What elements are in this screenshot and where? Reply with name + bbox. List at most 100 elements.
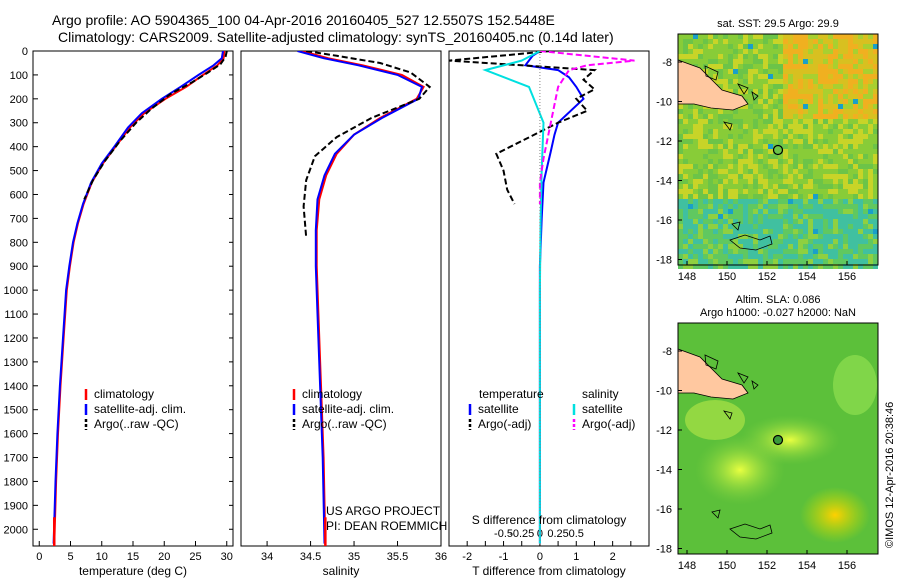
sst-cell [758, 44, 763, 49]
sst-cell [838, 89, 843, 94]
sst-cell [838, 184, 843, 189]
sst-cell [803, 104, 808, 109]
sst-cell [723, 199, 728, 204]
sst-cell [803, 54, 808, 59]
map-x-tick-label: 156 [838, 560, 856, 572]
sst-cell [713, 189, 718, 194]
sst-cell [868, 254, 873, 259]
sst-cell [818, 54, 823, 59]
sst-cell [813, 244, 818, 249]
sst-cell [723, 39, 728, 44]
sst-cell [838, 174, 843, 179]
sst-cell [778, 189, 783, 194]
sst-cell [768, 209, 773, 214]
sst-cell [808, 239, 813, 244]
sst-cell [863, 99, 868, 104]
sst-cell [858, 109, 863, 114]
sst-cell [728, 154, 733, 159]
sst-cell [693, 184, 698, 189]
sst-cell [733, 119, 738, 124]
sst-cell [713, 174, 718, 179]
sst-cell [873, 219, 878, 224]
sst-cell [788, 84, 793, 89]
sst-cell [833, 144, 838, 149]
sst-cell [828, 94, 833, 99]
depth-tick-label: 1700 [4, 453, 28, 465]
sst-cell [833, 119, 838, 124]
sst-cell [808, 99, 813, 104]
sst-cell [768, 184, 773, 189]
sst-cell [783, 239, 788, 244]
sst-cell [813, 159, 818, 164]
sst-cell [748, 49, 753, 54]
sst-cell [833, 59, 838, 64]
sst-cell [793, 94, 798, 99]
sst-cell [858, 194, 863, 199]
depth-tick-label: 1800 [4, 476, 28, 488]
sst-cell [798, 149, 803, 154]
sst-cell [693, 129, 698, 134]
sst-cell [793, 149, 798, 154]
sst-cell [783, 179, 788, 184]
sst-cell [818, 209, 823, 214]
sst-cell [783, 154, 788, 159]
sst-cell [793, 264, 798, 269]
sst-cell [843, 69, 848, 74]
sst-cell [858, 264, 863, 269]
sst-cell [718, 139, 723, 144]
sst-cell [733, 164, 738, 169]
sst-cell [793, 224, 798, 229]
sst-cell [753, 164, 758, 169]
sst-cell [838, 219, 843, 224]
sst-cell [858, 174, 863, 179]
sst-cell [793, 44, 798, 49]
sst-cell [808, 189, 813, 194]
sst-cell [773, 234, 778, 239]
sst-cell [778, 184, 783, 189]
sst-cell [723, 64, 728, 69]
sst-cell [843, 109, 848, 114]
sst-cell [758, 109, 763, 114]
sst-cell [763, 264, 768, 269]
sst-cell [778, 154, 783, 159]
s-difference-xlabel: S difference from climatology [472, 513, 627, 527]
sst-cell [708, 194, 713, 199]
sst-cell [778, 259, 783, 264]
sst-cell [753, 84, 758, 89]
sst-cell [758, 39, 763, 44]
sst-cell [698, 134, 703, 139]
sst-cell [713, 139, 718, 144]
sst-cell [828, 74, 833, 79]
sst-cell [753, 94, 758, 99]
sst-cell [703, 44, 708, 49]
sst-cell [823, 64, 828, 69]
sst-cell [718, 74, 723, 79]
sst-cell [763, 174, 768, 179]
sst-cell [708, 74, 713, 79]
sst-cell [813, 239, 818, 244]
sst-argo-marker [772, 144, 784, 156]
sst-cell [778, 109, 783, 114]
sst-cell [863, 89, 868, 94]
series-line [538, 51, 635, 204]
sst-cell [858, 179, 863, 184]
sst-cell [783, 244, 788, 249]
sst-cell [773, 164, 778, 169]
sst-cell [803, 169, 808, 174]
sst-cell [813, 264, 818, 269]
sst-cell [713, 249, 718, 254]
sst-cell [833, 169, 838, 174]
x-tick-label: 30 [221, 551, 233, 563]
sst-cell [753, 139, 758, 144]
sst-cell [683, 209, 688, 214]
sst-cell [793, 74, 798, 79]
sst-cell [768, 199, 773, 204]
sst-cell [708, 244, 713, 249]
sst-cell [778, 69, 783, 74]
sst-cell [683, 199, 688, 204]
sst-cell [723, 179, 728, 184]
map-x-tick-label: 150 [718, 560, 736, 572]
sst-cell [868, 139, 873, 144]
sst-cell [813, 169, 818, 174]
sst-cell [833, 199, 838, 204]
